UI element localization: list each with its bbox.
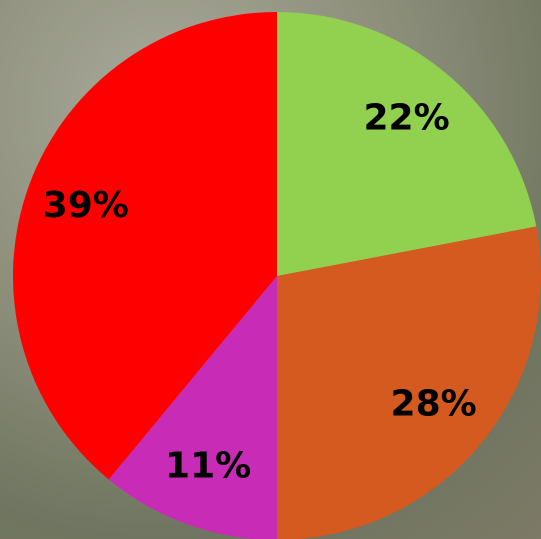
data-label: 39% — [43, 185, 129, 226]
data-label: 28% — [391, 384, 477, 425]
data-label: 22% — [363, 97, 449, 138]
page: {"chart_data": {"type": "pie", "values":… — [0, 0, 541, 539]
data-label: 11% — [165, 445, 251, 486]
chart: 22% 28% 11% 39% — [0, 0, 541, 539]
